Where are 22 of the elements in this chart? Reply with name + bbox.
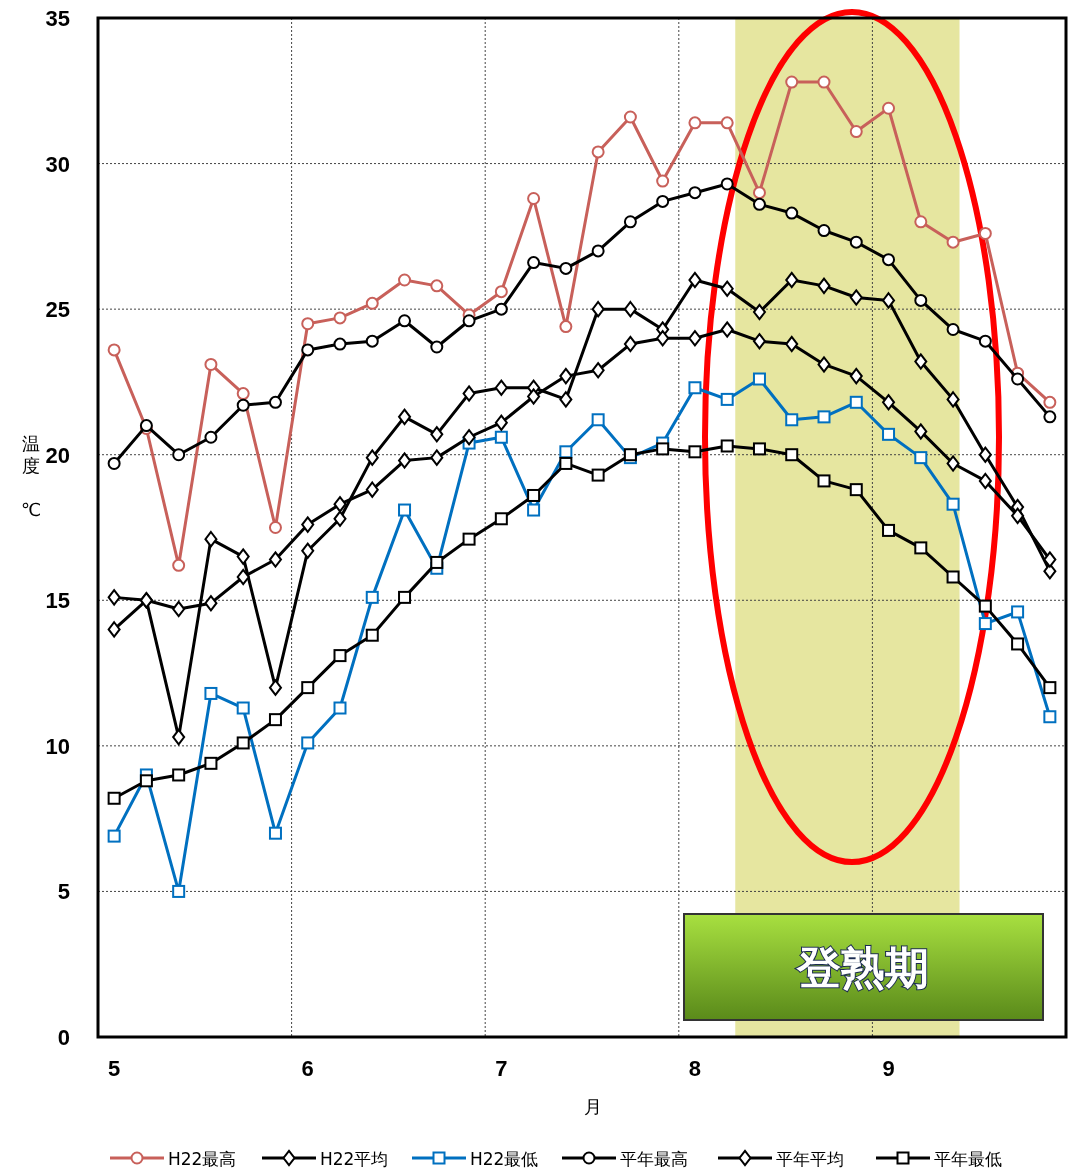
- annotation: 登熟期: [796, 942, 929, 993]
- y-tick-label: 25: [45, 297, 70, 323]
- legend-label: H22最低: [470, 1149, 539, 1169]
- x-axis-title: 月: [584, 1097, 602, 1117]
- x-tick-label: 5: [108, 1056, 121, 1081]
- x-tick-label: 8: [688, 1056, 702, 1081]
- x-tick-label: 6: [301, 1056, 314, 1081]
- legend-label: 平年平均: [776, 1149, 844, 1169]
- x-tick-label: 9: [882, 1056, 895, 1081]
- legend-label: 平年最高: [620, 1149, 688, 1169]
- y-tick-label: 15: [45, 588, 70, 614]
- legend-label: H22最高: [168, 1149, 237, 1169]
- y-tick-label: 35: [45, 6, 70, 31]
- y-tick-label: 5: [57, 879, 70, 905]
- y-tick-label: 0: [57, 1025, 70, 1050]
- y-tick-label: 30: [45, 151, 70, 177]
- x-tick-label: 7: [495, 1056, 508, 1081]
- legend-label: H22平均: [320, 1149, 389, 1169]
- legend-label: 平年最低: [934, 1149, 1002, 1169]
- y-tick-label: 20: [45, 442, 70, 468]
- text: 温度℃: [20, 433, 42, 520]
- y-tick-label: 10: [45, 733, 70, 759]
